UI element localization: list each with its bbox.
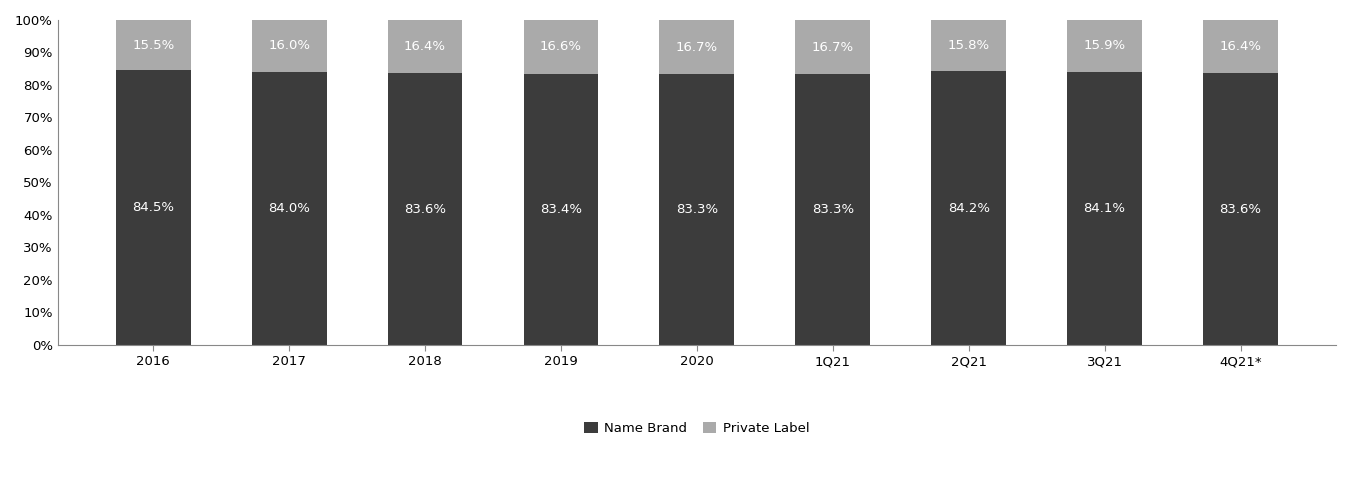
Bar: [388, 20, 462, 74]
Text: 83.3%: 83.3%: [812, 203, 854, 216]
Bar: [931, 20, 1006, 72]
Text: 16.4%: 16.4%: [404, 40, 446, 53]
Bar: [659, 20, 734, 74]
Bar: [251, 72, 327, 345]
Bar: [796, 20, 870, 74]
Bar: [388, 74, 462, 345]
Text: 16.0%: 16.0%: [267, 40, 311, 52]
Text: 84.2%: 84.2%: [947, 201, 990, 215]
Bar: [251, 20, 327, 72]
Text: 15.8%: 15.8%: [947, 39, 990, 52]
Text: 16.6%: 16.6%: [540, 41, 582, 53]
Text: 84.0%: 84.0%: [269, 202, 311, 215]
Bar: [796, 74, 870, 345]
Text: 16.7%: 16.7%: [676, 41, 717, 53]
Bar: [524, 74, 598, 345]
Bar: [1204, 20, 1278, 74]
Bar: [659, 74, 734, 345]
Text: 83.4%: 83.4%: [540, 203, 582, 216]
Text: 16.4%: 16.4%: [1220, 40, 1262, 53]
Text: 16.7%: 16.7%: [812, 41, 854, 53]
Bar: [1067, 72, 1142, 345]
Bar: [524, 20, 598, 74]
Text: 83.6%: 83.6%: [404, 202, 446, 216]
Text: 15.9%: 15.9%: [1084, 39, 1125, 52]
Text: 84.5%: 84.5%: [132, 201, 174, 214]
Bar: [931, 72, 1006, 345]
Bar: [1204, 74, 1278, 345]
Text: 15.5%: 15.5%: [132, 39, 174, 51]
Bar: [1067, 20, 1142, 72]
Text: 83.6%: 83.6%: [1220, 202, 1262, 216]
Text: 83.3%: 83.3%: [676, 203, 717, 216]
Text: 84.1%: 84.1%: [1084, 202, 1125, 215]
Bar: [116, 71, 190, 345]
Bar: [116, 20, 190, 71]
Legend: Name Brand, Private Label: Name Brand, Private Label: [580, 416, 815, 440]
